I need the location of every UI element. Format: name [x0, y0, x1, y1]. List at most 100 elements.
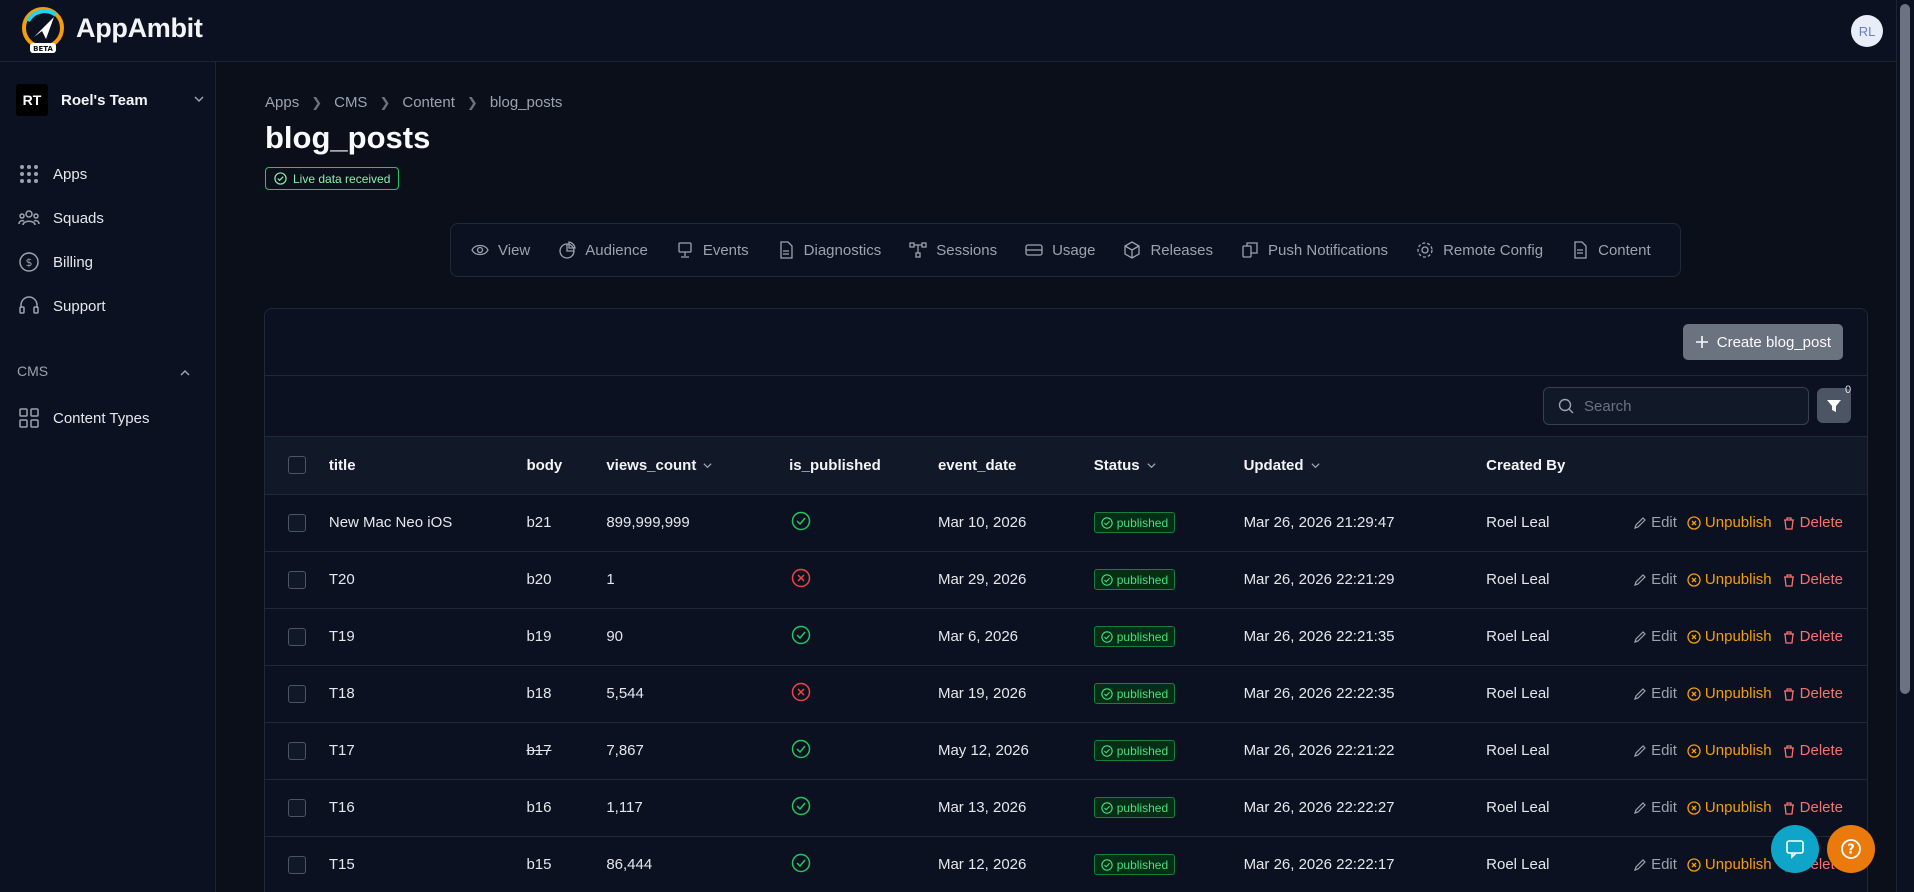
row-checkbox[interactable]	[287, 855, 306, 874]
unpublish-button[interactable]: Unpublish	[1687, 799, 1772, 816]
col-is-published[interactable]: is_published	[789, 456, 881, 474]
search-input[interactable]: Search	[1543, 387, 1809, 425]
cell-event-date: Mar 29, 2026	[937, 571, 1027, 588]
sidebar-item-squads[interactable]: Squads	[18, 206, 104, 230]
select-all-checkbox[interactable]	[287, 456, 306, 475]
delete-button[interactable]: Delete	[1782, 685, 1843, 702]
tab-audience[interactable]: Audience	[558, 241, 648, 259]
unpublish-button[interactable]: Unpublish	[1687, 685, 1772, 702]
box-icon	[1124, 241, 1141, 259]
sidebar-item-billing[interactable]: $ Billing	[18, 250, 93, 274]
delete-button[interactable]: Delete	[1782, 742, 1843, 759]
table-row[interactable]: T18 b18 5,544 Mar 19, 2026 published Mar 26, …	[265, 665, 1867, 722]
delete-label: Delete	[1799, 799, 1843, 816]
chat-button[interactable]	[1771, 825, 1819, 873]
unpublish-button[interactable]: Unpublish	[1687, 742, 1772, 759]
edit-button[interactable]: Edit	[1633, 571, 1677, 588]
edit-button[interactable]: Edit	[1633, 685, 1677, 702]
tab-content[interactable]: Content	[1571, 241, 1651, 259]
tab-diagnostics[interactable]: Diagnostics	[777, 241, 881, 259]
status-badge: published	[1093, 740, 1176, 761]
row-checkbox[interactable]	[287, 513, 306, 532]
page-title: blog_posts	[265, 120, 431, 155]
cell-title: T16	[328, 799, 355, 816]
sidebar-item-apps[interactable]: Apps	[18, 162, 87, 186]
edit-label: Edit	[1651, 799, 1677, 816]
edit-button[interactable]: Edit	[1633, 514, 1677, 531]
breadcrumb-apps[interactable]: Apps	[265, 94, 300, 111]
scrollbar-thumb[interactable]	[1900, 4, 1910, 694]
delete-button[interactable]: Delete	[1782, 514, 1843, 531]
delete-button[interactable]: Delete	[1782, 799, 1843, 816]
edit-button[interactable]: Edit	[1633, 856, 1677, 873]
col-views-count[interactable]: views_count	[606, 437, 789, 494]
plus-icon	[1695, 336, 1708, 348]
create-blog-post-button[interactable]: Create blog_post	[1682, 324, 1843, 360]
status-badge: published	[1093, 797, 1176, 818]
edit-label: Edit	[1651, 742, 1677, 759]
col-updated[interactable]: Updated	[1244, 437, 1487, 494]
cell-is-published	[789, 779, 938, 836]
unpublish-button[interactable]: Unpublish	[1687, 628, 1772, 645]
table-row[interactable]: T17 b17 7,867 May 12, 2026 published Mar 26, …	[265, 722, 1867, 779]
tab-releases[interactable]: Releases	[1123, 241, 1213, 259]
table-row[interactable]: T15 b15 86,444 Mar 12, 2026 published Mar 26,…	[265, 836, 1867, 892]
row-actions: Edit Unpublish Delete	[1616, 685, 1867, 702]
breadcrumb-cms[interactable]: CMS	[334, 94, 368, 111]
filter-button[interactable]	[1817, 388, 1851, 423]
sidebar-item-content-types[interactable]: Content Types	[18, 406, 149, 430]
cell-status: published	[1093, 722, 1244, 779]
tab-usage[interactable]: Usage	[1025, 241, 1095, 259]
cell-actions: Edit Unpublish Delete	[1616, 551, 1867, 608]
col-body[interactable]: body	[526, 456, 563, 474]
cell-title: T19	[328, 628, 355, 645]
breadcrumb-content[interactable]: Content	[402, 94, 455, 111]
tab-sessions[interactable]: Sessions	[909, 241, 997, 259]
cell-created-by: Roel Leal	[1486, 628, 1550, 645]
table-row[interactable]: New Mac Neo iOS b21 899,999,999 Mar 10, 202…	[265, 494, 1867, 551]
table-row[interactable]: T19 b19 90 Mar 6, 2026 published Mar 26, 2026…	[265, 608, 1867, 665]
delete-button[interactable]: Delete	[1782, 628, 1843, 645]
row-checkbox[interactable]	[287, 741, 306, 760]
tab-view[interactable]: View	[471, 241, 530, 259]
status-text: published	[1116, 629, 1169, 644]
cell-updated: Mar 26, 2026 22:22:27	[1243, 799, 1395, 816]
row-checkbox[interactable]	[287, 570, 306, 589]
appambit-logo[interactable]: BETA	[20, 7, 66, 53]
tab-push-notifications[interactable]: Push Notifications	[1241, 241, 1388, 259]
sidebar-item-support[interactable]: Support	[18, 294, 106, 318]
chevron-up-icon[interactable]	[178, 366, 192, 380]
table-row[interactable]: T20 b20 1 Mar 29, 2026 published Mar 26, 2026…	[265, 551, 1867, 608]
col-title[interactable]: title	[328, 456, 356, 474]
col-status[interactable]: Status	[1094, 437, 1244, 494]
cell-body: b21	[526, 494, 606, 551]
chat-icon	[1786, 840, 1804, 859]
row-checkbox[interactable]	[287, 684, 306, 703]
unpublish-button[interactable]: Unpublish	[1687, 571, 1772, 588]
user-avatar[interactable]: RL	[1851, 15, 1883, 47]
chevron-right-icon: ❯	[379, 94, 391, 110]
check-circle-icon	[1101, 801, 1113, 814]
col-created-by[interactable]: Created By	[1486, 456, 1566, 474]
edit-button[interactable]: Edit	[1633, 628, 1677, 645]
edit-button[interactable]: Edit	[1633, 799, 1677, 816]
team-switcher[interactable]: RT Roel's Team	[16, 84, 206, 116]
row-checkbox[interactable]	[287, 627, 306, 646]
tab-remote-config[interactable]: Remote Config	[1416, 241, 1543, 259]
x-circle-icon	[1687, 629, 1701, 644]
cell-is-published	[789, 608, 938, 665]
cell-updated: Mar 26, 2026 22:21:29	[1243, 571, 1395, 588]
col-event-date[interactable]: event_date	[937, 456, 1017, 474]
delete-button[interactable]: Delete	[1782, 571, 1843, 588]
unpublish-button[interactable]: Unpublish	[1687, 856, 1772, 873]
unpublish-button[interactable]: Unpublish	[1687, 514, 1772, 531]
table-row[interactable]: T16 b16 1,117 Mar 13, 2026 published Mar 26, …	[265, 779, 1867, 836]
monitor-icon	[678, 242, 692, 258]
help-button[interactable]: ?	[1827, 825, 1875, 873]
tab-label: Push Notifications	[1268, 241, 1389, 259]
cell-actions: Edit Unpublish Delete	[1616, 722, 1867, 779]
row-checkbox[interactable]	[287, 798, 306, 817]
users-icon	[18, 210, 40, 226]
tab-events[interactable]: Events	[676, 241, 749, 259]
edit-button[interactable]: Edit	[1633, 742, 1677, 759]
